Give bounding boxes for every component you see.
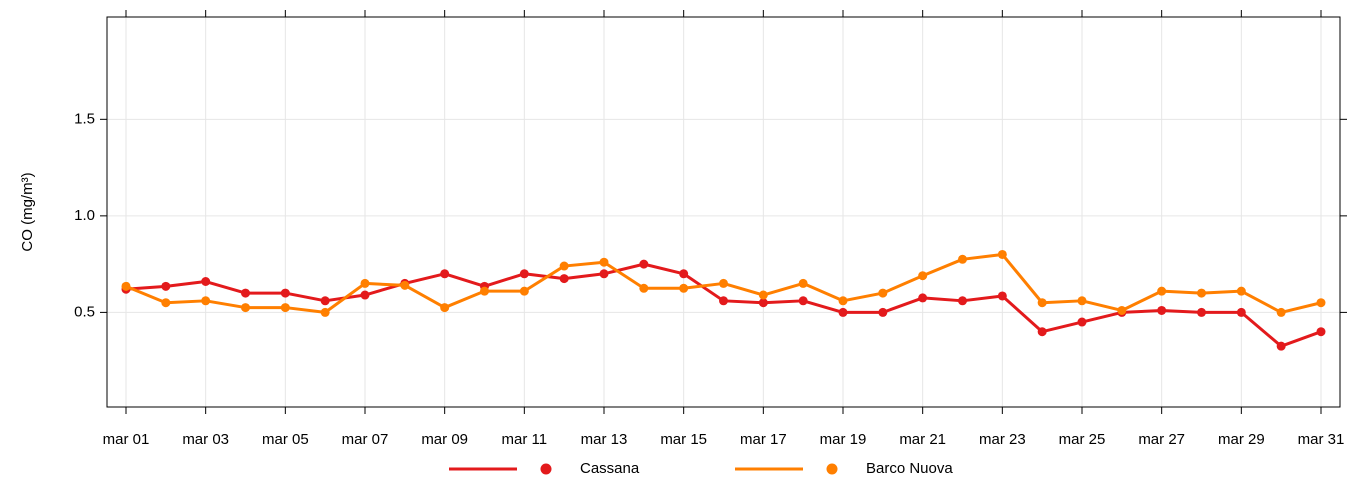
data-point <box>559 261 569 271</box>
data-point <box>480 286 489 296</box>
data-point <box>918 271 928 281</box>
data-point <box>1077 296 1087 306</box>
data-point <box>1276 307 1286 317</box>
x-tick-label: mar 27 <box>1138 431 1185 448</box>
data-point <box>758 298 768 308</box>
x-tick-label: mar 29 <box>1218 431 1265 448</box>
data-point <box>1037 298 1047 308</box>
data-point <box>639 283 649 293</box>
x-tick-label: mar 11 <box>502 431 548 448</box>
x-tick-label: mar 19 <box>820 431 867 448</box>
data-point <box>320 296 330 306</box>
legend-marker <box>540 463 552 475</box>
data-point <box>1236 307 1246 317</box>
x-tick-label: mar 23 <box>979 431 1026 448</box>
data-point <box>878 288 888 298</box>
data-point <box>519 286 529 296</box>
data-point <box>1197 288 1206 298</box>
plot-frame <box>106 16 1341 408</box>
data-point <box>1037 327 1047 337</box>
data-point <box>1316 327 1326 337</box>
data-point <box>679 283 689 293</box>
data-point <box>838 296 848 306</box>
data-point <box>878 307 888 317</box>
y-tick-label: 0.5 <box>74 303 95 320</box>
data-point <box>719 296 728 306</box>
data-point <box>918 293 928 303</box>
data-point <box>639 259 649 269</box>
data-point <box>440 269 450 279</box>
legend-label: Cassana <box>580 460 640 477</box>
x-tick-label: mar 15 <box>660 431 707 448</box>
data-point <box>1077 317 1087 327</box>
data-point <box>599 257 609 267</box>
data-point <box>320 307 330 317</box>
data-point <box>1276 341 1286 351</box>
data-point <box>997 291 1007 301</box>
data-point <box>838 307 848 317</box>
data-point <box>758 290 768 300</box>
data-point <box>519 269 529 279</box>
data-point <box>958 254 967 264</box>
x-tick-label: mar 01 <box>103 431 150 448</box>
data-point <box>1316 298 1326 308</box>
data-point <box>280 303 290 313</box>
data-point <box>1117 305 1127 315</box>
data-point <box>1157 286 1167 296</box>
y-tick-label: 1.0 <box>74 207 95 224</box>
y-tick-label: 1.5 <box>74 110 95 127</box>
x-tick-label: mar 09 <box>421 431 468 448</box>
data-point <box>121 281 131 291</box>
data-point <box>161 281 171 291</box>
x-tick-label: mar 03 <box>182 431 229 448</box>
x-tick-label: mar 07 <box>342 431 389 448</box>
x-tick-label: mar 13 <box>581 431 628 448</box>
legend-marker <box>826 463 838 475</box>
data-point <box>440 303 450 313</box>
x-tick-label: mar 31 <box>1298 431 1345 448</box>
data-point <box>201 277 211 287</box>
x-tick-label: mar 05 <box>262 431 309 448</box>
data-point <box>360 290 370 300</box>
data-point <box>559 274 569 284</box>
data-point <box>599 269 609 279</box>
data-point <box>798 296 808 306</box>
x-tick-label: mar 17 <box>740 431 787 448</box>
data-point <box>798 278 808 288</box>
legend-label: Barco Nuova <box>866 460 953 477</box>
data-point <box>241 303 250 313</box>
data-point <box>958 296 967 306</box>
data-point <box>679 269 689 279</box>
data-point <box>201 296 211 306</box>
data-point <box>280 288 290 298</box>
x-tick-label: mar 21 <box>899 431 946 448</box>
data-point <box>360 278 370 288</box>
data-point <box>997 249 1007 259</box>
data-point <box>1157 305 1167 315</box>
data-point <box>1236 286 1246 296</box>
data-point <box>719 278 728 288</box>
x-tick-label: mar 25 <box>1059 431 1106 448</box>
data-point <box>1197 307 1206 317</box>
data-point <box>400 280 410 290</box>
data-point <box>241 288 250 298</box>
y-axis-label: CO (mg/m³) <box>19 172 36 251</box>
data-point <box>161 298 171 308</box>
